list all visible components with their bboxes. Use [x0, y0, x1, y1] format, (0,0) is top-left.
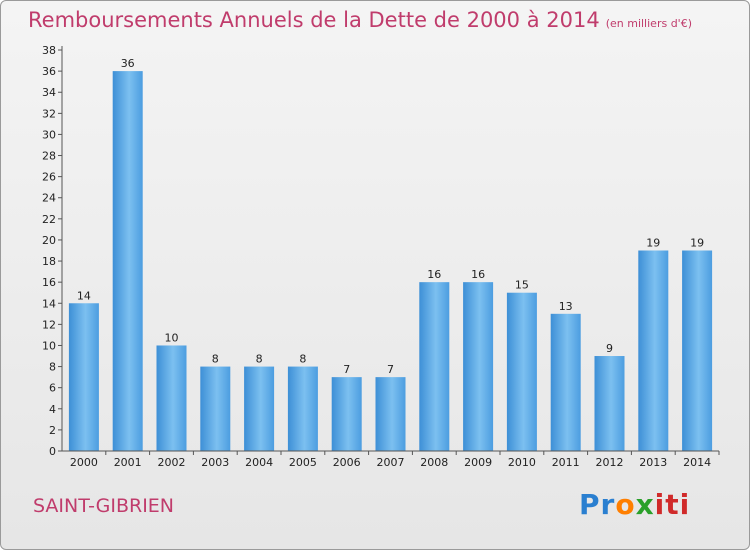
value-label-2001: 36: [121, 57, 135, 70]
bar-2013: [638, 250, 669, 451]
y-tick-label-26: 26: [42, 171, 56, 184]
y-tick-label-28: 28: [42, 150, 56, 163]
value-label-2003: 8: [212, 353, 219, 366]
x-tick-label-2009: 2009: [464, 456, 492, 469]
bar-2008: [419, 282, 450, 451]
bar-2007: [375, 377, 406, 451]
logo-part-4: iti: [654, 488, 691, 521]
x-tick-label-2008: 2008: [420, 456, 448, 469]
bar-2006: [331, 377, 362, 451]
x-tick-label-2011: 2011: [552, 456, 580, 469]
x-tick-label-2002: 2002: [158, 456, 186, 469]
y-tick-label-20: 20: [42, 234, 56, 247]
x-tick-label-2004: 2004: [245, 456, 273, 469]
bar-2001: [112, 71, 143, 452]
x-tick-label-2007: 2007: [377, 456, 405, 469]
bar-2011: [550, 313, 581, 451]
x-tick-label-2003: 2003: [201, 456, 229, 469]
y-tick-label-34: 34: [42, 86, 56, 99]
value-label-2011: 13: [559, 300, 573, 313]
y-tick-label-16: 16: [42, 276, 56, 289]
y-tick-label-8: 8: [49, 361, 56, 374]
bar-2014: [682, 250, 713, 451]
y-tick-label-10: 10: [42, 339, 56, 352]
y-tick-label-22: 22: [42, 213, 56, 226]
x-tick-label-2013: 2013: [639, 456, 667, 469]
bar-2010: [506, 292, 537, 451]
value-label-2005: 8: [299, 353, 306, 366]
bar-2009: [463, 282, 494, 451]
y-tick-label-18: 18: [42, 255, 56, 268]
bar-2003: [200, 366, 231, 451]
value-label-2012: 9: [606, 342, 613, 355]
chart-unit: (en milliers d'€): [605, 17, 692, 30]
value-label-2007: 7: [387, 363, 394, 376]
commune-name: SAINT-GIBRIEN: [33, 495, 175, 517]
y-tick-label-30: 30: [42, 128, 56, 141]
y-tick-label-4: 4: [49, 403, 56, 416]
x-tick-label-2000: 2000: [70, 456, 98, 469]
bar-2004: [244, 366, 275, 451]
x-tick-label-2012: 2012: [596, 456, 624, 469]
logo-part-1: Pr: [579, 488, 616, 521]
value-label-2000: 14: [77, 289, 91, 302]
value-label-2004: 8: [256, 353, 263, 366]
x-tick-label-2010: 2010: [508, 456, 536, 469]
value-label-2009: 16: [471, 268, 485, 281]
bar-2000: [68, 303, 99, 451]
x-tick-label-2001: 2001: [114, 456, 142, 469]
x-tick-label-2005: 2005: [289, 456, 317, 469]
x-tick-label-2014: 2014: [683, 456, 711, 469]
y-tick-label-0: 0: [49, 445, 56, 458]
value-label-2010: 15: [515, 279, 529, 292]
logo-part-3: x: [635, 488, 655, 521]
chart-title: Remboursements Annuels de la Dette de 20…: [28, 8, 692, 32]
y-tick-label-12: 12: [42, 318, 56, 331]
x-tick-label-2006: 2006: [333, 456, 361, 469]
value-label-2014: 19: [690, 237, 704, 250]
value-label-2008: 16: [427, 268, 441, 281]
chart-title-text: Remboursements Annuels de la Dette de 20…: [28, 8, 600, 32]
logo-part-2: o: [615, 488, 636, 521]
value-label-2002: 10: [165, 331, 179, 344]
proxiti-logo: Proxiti: [579, 488, 690, 521]
y-tick-label-2: 2: [49, 424, 56, 437]
bar-2005: [287, 366, 318, 451]
value-label-2013: 19: [646, 237, 660, 250]
y-tick-label-14: 14: [42, 297, 56, 310]
value-label-2006: 7: [343, 363, 350, 376]
bar-2012: [594, 356, 625, 451]
y-tick-label-32: 32: [42, 107, 56, 120]
y-tick-label-38: 38: [42, 44, 56, 57]
y-tick-label-36: 36: [42, 65, 56, 78]
y-tick-label-24: 24: [42, 192, 56, 205]
y-tick-label-6: 6: [49, 382, 56, 395]
bar-2002: [156, 345, 187, 451]
